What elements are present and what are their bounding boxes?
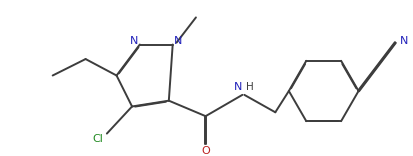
Text: N: N [174, 36, 182, 46]
Text: N: N [234, 82, 242, 92]
Text: N: N [130, 36, 138, 46]
Text: O: O [201, 146, 209, 156]
Text: N: N [399, 36, 407, 46]
Text: Cl: Cl [93, 134, 103, 144]
Text: H: H [246, 82, 254, 92]
